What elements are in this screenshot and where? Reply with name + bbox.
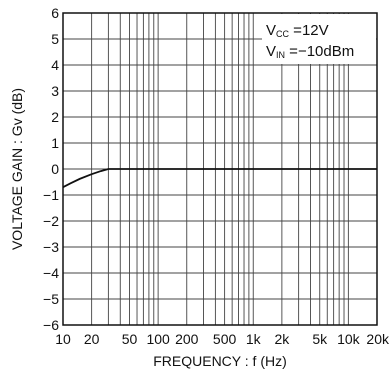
y-tick-label: 5 xyxy=(51,31,59,47)
y-axis-title: VOLTAGE GAIN : Gv (dB) xyxy=(9,88,25,250)
x-tick-label: 10 xyxy=(55,331,71,347)
y-tick-label: −6 xyxy=(43,317,59,333)
series-layer xyxy=(62,168,377,188)
x-tick-label: 50 xyxy=(122,331,138,347)
y-tick-label: −2 xyxy=(43,213,59,229)
annotation-line: VCC =12V xyxy=(266,22,329,39)
y-tick-label: −4 xyxy=(43,265,59,281)
y-tick-label: −5 xyxy=(43,291,59,307)
y-tick-label: −3 xyxy=(43,239,59,255)
y-tick-label: 1 xyxy=(51,135,59,151)
x-tick-labels: 10 20 50 100 200 500 1k 2k 5k 10k 20k xyxy=(55,331,389,347)
x-tick-label: 20k xyxy=(366,331,389,347)
annotation-box: VCC =12V VIN =−10dBm xyxy=(262,14,376,64)
x-tick-label: 10k xyxy=(337,331,361,347)
gain-curve xyxy=(62,168,377,188)
x-tick-label: 500 xyxy=(213,331,237,347)
annotation-line: VIN =−10dBm xyxy=(266,43,354,60)
y-tick-labels: 6 5 4 3 2 1 0 −1 −2 −3 −4 −5 −6 xyxy=(43,5,59,333)
y-tick-label: 3 xyxy=(51,83,59,99)
x-tick-label: 1k xyxy=(246,331,262,347)
x-axis-title: FREQUENCY : f (Hz) xyxy=(153,353,287,369)
x-tick-label: 20 xyxy=(84,331,100,347)
annotation-background xyxy=(262,14,376,64)
x-tick-label: 200 xyxy=(175,331,199,347)
x-tick-label: 2k xyxy=(274,331,290,347)
y-tick-label: 2 xyxy=(51,109,59,125)
x-tick-label: 5k xyxy=(312,331,328,347)
x-tick-label: 100 xyxy=(146,331,170,347)
y-tick-label: 4 xyxy=(51,57,59,73)
y-tick-label: 6 xyxy=(51,5,59,21)
y-tick-label: 0 xyxy=(51,161,59,177)
y-tick-label: −1 xyxy=(43,187,59,203)
